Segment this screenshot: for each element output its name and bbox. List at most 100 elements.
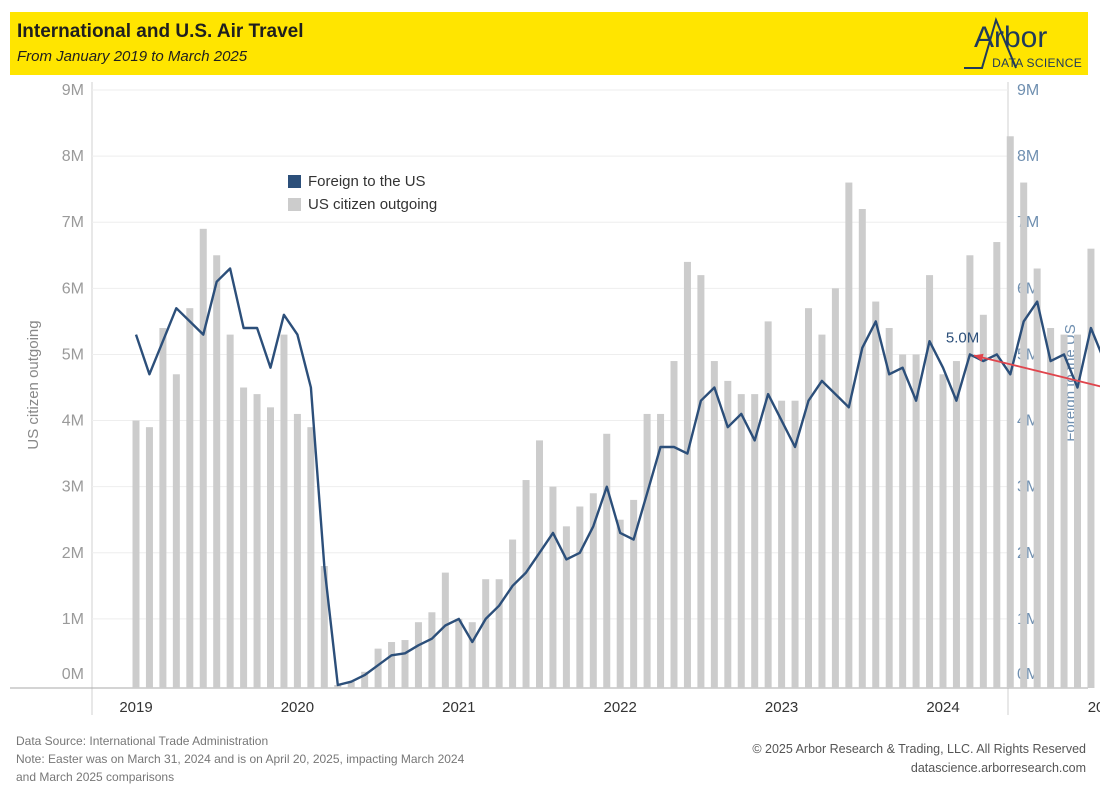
bar (1047, 328, 1055, 688)
bar (643, 413, 651, 688)
y-tick-label-left: 8M (62, 148, 84, 165)
bar (199, 228, 207, 689)
x-tick-label: 2025 (1088, 699, 1100, 716)
footer-notes: Data Source: International Trade Adminis… (16, 732, 464, 786)
bar (267, 407, 274, 688)
bar (280, 334, 288, 688)
easter-note-line1: Note: Easter was on March 31, 2024 and i… (16, 752, 465, 766)
bar (213, 255, 221, 688)
bar (952, 361, 960, 688)
bar (791, 400, 799, 688)
bar (159, 328, 167, 688)
x-tick-label: 2020 (281, 699, 314, 716)
bar (683, 261, 691, 688)
bar (899, 354, 907, 688)
bar (401, 640, 409, 688)
bar (549, 486, 557, 688)
logo-name: Arbor (974, 21, 1048, 54)
bar (912, 354, 920, 688)
chart-title: International and U.S. Air Travel (17, 21, 304, 42)
x-tick-label: 2022 (604, 699, 637, 716)
bar (307, 427, 315, 688)
bar (374, 648, 382, 688)
bar (172, 374, 180, 688)
y-tick-label-left: 4M (62, 413, 84, 430)
data-source: Data Source: International Trade Adminis… (16, 734, 269, 748)
logo-subtitle: DATA SCIENCE (992, 56, 1082, 70)
bar (576, 506, 584, 688)
y-tick-label-left: 2M (62, 545, 84, 562)
bar (522, 480, 530, 688)
bar (737, 394, 745, 688)
arrow-head-start (973, 353, 984, 362)
bar (414, 622, 422, 688)
y-tick-label-left: 9M (62, 82, 84, 99)
legend: Foreign to the US US citizen outgoing (288, 170, 437, 216)
bar (1074, 334, 1081, 688)
bar (428, 612, 436, 688)
y-tick-label-left: 7M (62, 214, 84, 231)
website-link[interactable]: datascience.arborresearch.com (910, 761, 1086, 775)
x-tick-label: 2021 (442, 699, 475, 716)
bar (939, 374, 947, 688)
y-axis-title-left: US citizen outgoing (25, 320, 42, 449)
bar (724, 380, 732, 688)
bar (603, 433, 611, 688)
bar (186, 308, 194, 688)
y-tick-label-left: 0M (62, 666, 84, 683)
bar (441, 572, 449, 688)
bar (495, 579, 503, 688)
legend-swatch-line (288, 175, 301, 188)
x-tick-label: 2023 (765, 699, 798, 716)
arbor-logo-mark-icon (964, 17, 1017, 69)
bar (858, 209, 866, 688)
y-tick-label-left: 5M (62, 346, 84, 363)
bar (293, 413, 301, 688)
arbor-logo: Arbor DATA SCIENCE (950, 14, 1086, 72)
bar (240, 387, 248, 688)
bar (778, 400, 786, 688)
footer-credits: © 2025 Arbor Research & Trading, LLC. Al… (752, 740, 1086, 778)
y-tick-label-left: 3M (62, 479, 84, 496)
legend-item-foreign: Foreign to the US (288, 170, 437, 193)
bar (831, 288, 839, 688)
bar (657, 413, 665, 688)
bar (885, 328, 893, 688)
bar (630, 499, 638, 688)
bar (966, 255, 974, 688)
copyright: © 2025 Arbor Research & Trading, LLC. Al… (752, 742, 1086, 756)
x-tick-label: 2024 (926, 699, 959, 716)
bar (1006, 136, 1014, 688)
bar (361, 671, 369, 688)
annotation-5-0m: 5.0M (946, 329, 979, 346)
y-tick-label-left: 6M (62, 280, 84, 297)
bar (536, 440, 543, 688)
bar (455, 618, 463, 688)
header-banner: International and U.S. Air Travel From J… (10, 12, 1088, 75)
bar (482, 579, 490, 688)
bar (751, 394, 759, 688)
bar (710, 361, 718, 688)
legend-label-foreign: Foreign to the US (308, 173, 426, 190)
bar (132, 420, 140, 688)
y-tick-label-left: 1M (62, 611, 84, 628)
bar (509, 539, 517, 688)
bar (347, 681, 355, 688)
bar (253, 394, 261, 688)
legend-swatch-bar (288, 198, 301, 211)
bar (1087, 248, 1095, 688)
bar (1060, 334, 1068, 688)
bar (818, 334, 826, 688)
bar (979, 314, 987, 688)
comparison-arrow (973, 354, 1100, 388)
bar (388, 642, 396, 688)
x-tick-label: 2019 (119, 699, 152, 716)
bar (334, 685, 342, 688)
bar (1020, 182, 1028, 689)
bar (845, 182, 853, 689)
bar (562, 526, 570, 688)
bar (616, 519, 624, 688)
bar (805, 308, 812, 688)
foreign-series-line (134, 267, 1100, 687)
